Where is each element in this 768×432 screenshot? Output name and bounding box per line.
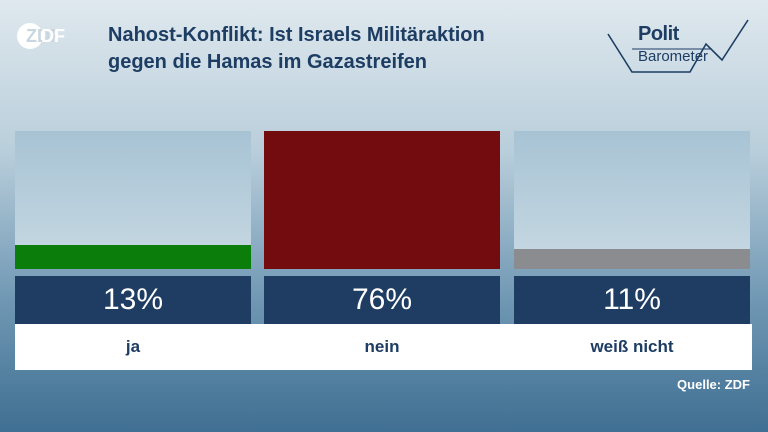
bar-track: [514, 131, 750, 269]
politbarometer-logo-line-1: Polit: [638, 23, 679, 45]
category-label: nein: [364, 337, 400, 356]
bar: [514, 249, 750, 269]
politbarometer-logo: Polit Barometer: [596, 12, 756, 82]
bar-column-3: [514, 131, 750, 269]
politbarometer-logo-graphic: [607, 19, 749, 73]
zdf-logo: ZDF DF: [17, 23, 65, 49]
category-label-strip: [15, 324, 752, 370]
bar: [264, 131, 500, 269]
bar: [15, 245, 251, 269]
bar-column-1: [15, 131, 251, 269]
chart-title-line-2: gegen die Hamas im Gazastreifen: [108, 51, 428, 73]
chart-title: Nahost-Konflikt: Ist Israels Militärakti…: [108, 22, 578, 76]
source-note: Quelle: ZDF: [677, 377, 750, 392]
category-label: ja: [125, 337, 141, 356]
category-label: weiß nicht: [590, 337, 674, 356]
bar-column-2: [264, 131, 500, 269]
bar-value-label: 11%: [514, 276, 750, 324]
svg-text:ZDF: ZDF: [26, 26, 61, 46]
bar-value-label: 76%: [264, 276, 500, 324]
chart-title-line-1: Nahost-Konflikt: Ist Israels Militärakti…: [108, 24, 485, 46]
svg-text:DF: DF: [41, 26, 65, 46]
politbarometer-logo-line-2: Barometer: [638, 48, 709, 65]
bar-value-label: 13%: [15, 276, 251, 324]
